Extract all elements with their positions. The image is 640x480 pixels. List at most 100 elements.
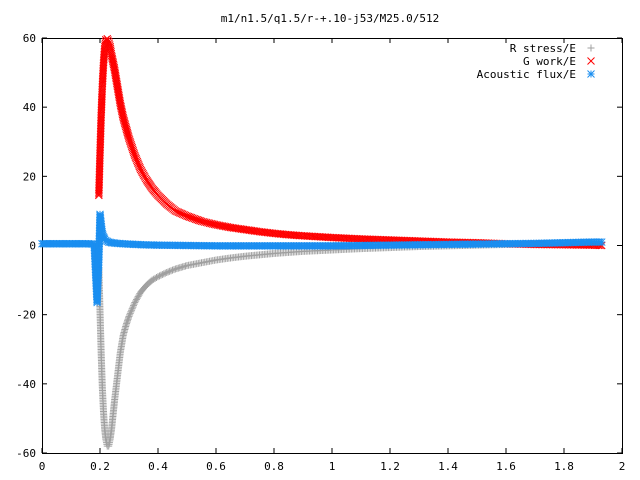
data-point [107,51,116,60]
data-point [114,90,123,99]
data-point [123,129,132,138]
data-point [111,69,120,78]
data-point [163,268,171,276]
data-point [118,107,126,116]
data-point [118,109,127,117]
data-point [186,213,194,221]
data-point [129,303,137,311]
data-point [120,118,129,126]
y-tick-label: -40 [16,378,36,391]
data-point [111,71,120,80]
data-point [221,222,230,231]
data-point [169,266,176,274]
data-point [113,84,122,92]
data-point [109,60,118,69]
data-point [216,221,225,230]
data-point [110,65,119,73]
x-tick-label: 1.4 [438,460,458,473]
data-point [151,274,159,282]
x-tick-label: 1.8 [554,460,574,473]
legend-label: G work/E [523,55,576,68]
data-point [110,66,119,75]
data-point [130,300,138,308]
data-point [110,63,119,72]
x-tick-label: 1.6 [496,460,516,473]
data-point [107,49,116,58]
data-point [109,57,117,66]
data-point [114,88,123,97]
x-tick-label: 0 [39,460,46,473]
data-point [128,305,136,313]
y-tick-label: -60 [16,447,36,460]
data-point [116,98,124,106]
legend-label: Acoustic flux/E [477,68,576,81]
y-tick-label: 0 [29,240,36,253]
data-point [119,112,127,120]
data-point [190,214,199,223]
data-point [191,215,200,224]
data-point [115,96,124,105]
data-point [164,268,172,276]
data-point [184,212,193,221]
data-point [112,76,121,84]
data-point [109,59,118,67]
data-point [157,271,165,279]
data-point [110,62,118,70]
data-point [122,125,131,134]
data-point [155,272,163,280]
x-tick-label: 1.2 [380,460,400,473]
data-point [130,302,138,310]
data-point [108,56,117,64]
data-point [220,222,228,231]
data-point [124,131,133,140]
data-point [115,93,124,102]
data-point [122,124,130,132]
chart-title: m1/n1.5/q1.5/r-+.10-j53/M25.0/512 [221,12,440,25]
data-point [154,273,162,281]
data-point [119,113,128,122]
y-tick-label: 60 [23,32,36,45]
data-point [123,127,131,135]
data-point [119,115,128,123]
y-tick-label: -20 [16,309,36,322]
data-point [170,266,178,274]
data-point [210,220,219,229]
data-point [111,68,119,77]
data-point [121,119,129,128]
legend-marker [587,57,595,65]
data-point [597,238,606,246]
data-point [126,311,134,319]
data-point [123,128,132,137]
legend-marker [587,44,595,52]
data-point [135,291,143,299]
data-point [108,52,116,61]
data-point [213,221,222,229]
legend-marker [587,70,595,78]
data-point [116,101,125,110]
data-point [153,273,161,281]
data-point [161,269,169,277]
data-point [116,99,125,108]
data-point [111,73,120,81]
data-point [113,82,122,91]
data-point [125,312,133,320]
series-2 [38,210,606,307]
x-tick-label: 2 [619,460,626,473]
data-point [112,77,121,86]
data-point [166,267,174,275]
data-point [117,104,126,113]
data-point [115,91,123,100]
data-point [134,293,142,301]
data-point [183,212,191,220]
data-point [114,87,123,95]
data-point [131,299,139,307]
data-point [118,110,127,119]
x-tick-label: 0.6 [206,460,226,473]
data-point [193,215,202,224]
x-tick-label: 0.4 [148,460,168,473]
data-point [160,270,168,278]
data-point [148,276,156,284]
data-point [133,294,141,302]
